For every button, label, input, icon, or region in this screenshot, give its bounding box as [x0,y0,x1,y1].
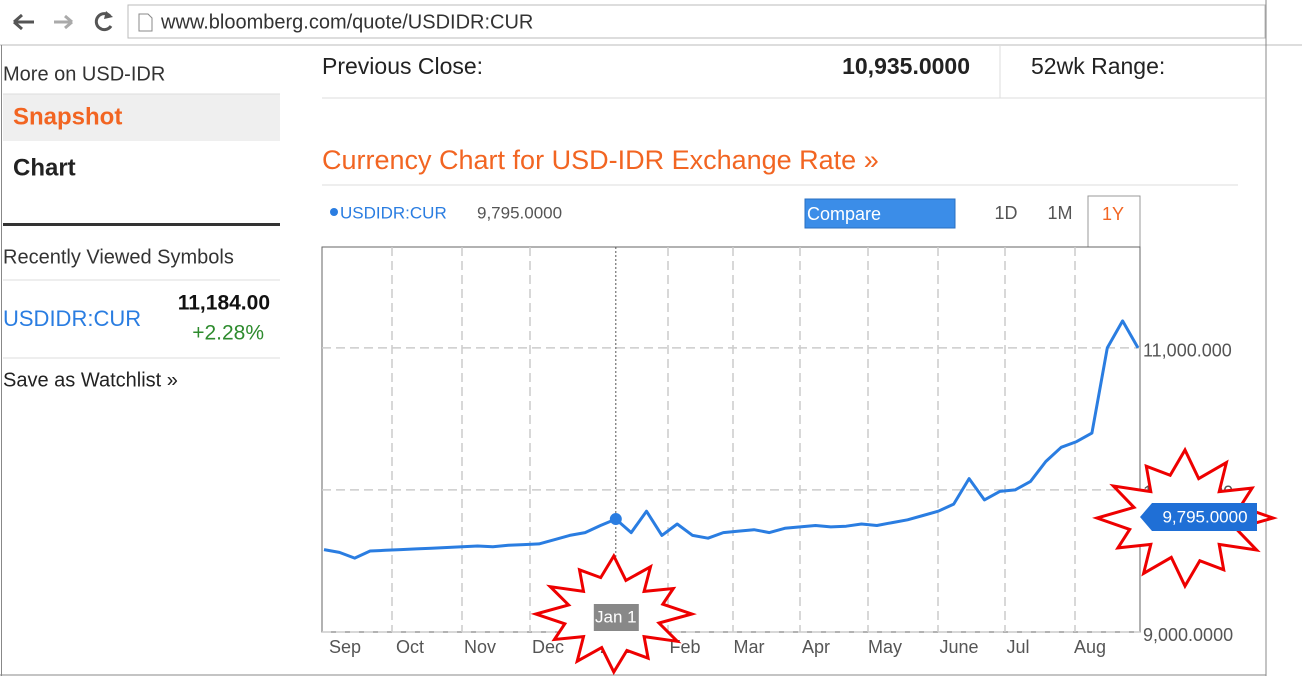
reload-arrow [104,11,113,19]
symbol-link[interactable]: USDIDR:CUR [3,306,141,331]
url: www.bloomberg.com/quote/USDIDR:CUR [160,11,533,33]
x-tick-label: May [868,637,902,657]
quote-label: Previous Close: [322,53,483,79]
value-flag-label: 9,795.0000 [1162,507,1247,526]
symbol-change: +2.28% [192,322,264,345]
annotations: Jan 1 9,795.0000 [530,446,1278,676]
date-flag [593,604,639,631]
range-tab-active [1087,195,1141,247]
divider [3,223,280,226]
x-tick-label: Oct [396,637,424,657]
range-label: 52wk Range: [1031,53,1165,79]
nav-link[interactable]: Snapshot [13,103,122,130]
x-tick-label: June [939,637,978,657]
back-button[interactable] [13,13,34,31]
legend-value: 9,795.0000 [477,203,562,222]
range-tab[interactable]: 1Y [1102,204,1124,224]
address-bar[interactable] [127,4,1266,39]
price-line [323,319,1140,560]
x-tick-label: Apr [802,637,830,657]
symbol-price: 11,184.00 [178,292,270,315]
x-tick-label: Aug [1074,637,1106,657]
y-tick-label: 9,000.0000 [1143,625,1233,645]
value-flag [1140,503,1257,531]
x-tick-label: Mar [734,637,765,657]
compare-label: Compare [807,204,881,224]
legend-dot [330,208,338,216]
range-tab[interactable]: 1D [994,203,1017,223]
page-icon [138,13,153,32]
hover-dot [609,513,622,526]
plot-frame [321,246,1141,633]
nav-active-bg [3,94,280,141]
y-tick-label: 11,000.000 [1143,341,1232,361]
nav-link[interactable]: Chart [13,154,76,181]
watchlist-link[interactable]: Save as Watchlist » [3,369,178,391]
recent-heading: Recently Viewed Symbols [3,246,234,268]
date-flag-label: Jan 1 [595,607,637,626]
sidebar-heading: More on USD-IDR [3,63,165,85]
x-tick-label: Nov [464,637,496,657]
quote-value: 10,935.0000 [842,53,970,79]
range-tab[interactable]: 1M [1047,203,1072,223]
x-tick-label: Sep [329,637,361,657]
x-tick-label: Jul [1006,637,1029,657]
compare-button[interactable] [804,198,956,229]
forward-button[interactable] [54,14,73,30]
x-tick-label: Dec [532,637,564,657]
legend-label: USDIDR:CUR [340,203,447,222]
chart-title: Currency Chart for USD-IDR Exchange Rate… [322,145,879,175]
